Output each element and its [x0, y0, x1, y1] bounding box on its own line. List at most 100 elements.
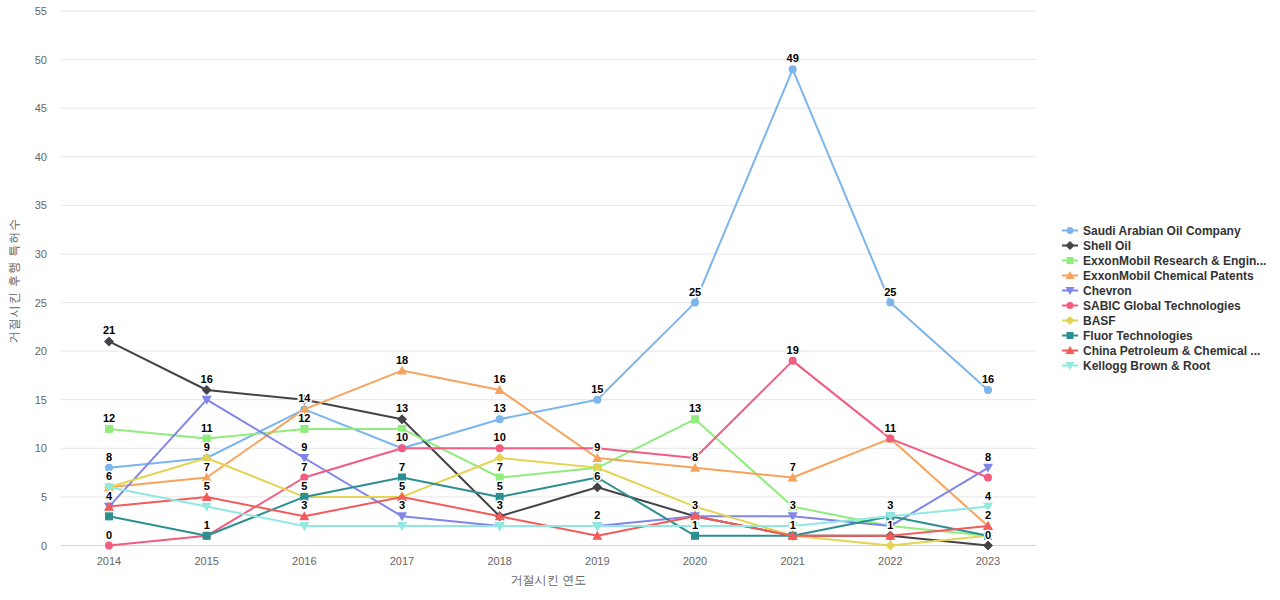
series-line-kellogg-brown-root — [109, 487, 988, 526]
legend-item-exxonmobil-research-engineering[interactable]: ExxonMobil Research & Engin... — [1062, 253, 1266, 268]
data-label-saudi-arabian-oil-company: 15 — [591, 383, 603, 395]
legend: Saudi Arabian Oil CompanyShell OilExxonM… — [1062, 223, 1266, 373]
data-point-marker — [789, 65, 797, 73]
y-tick-label: 0 — [41, 540, 47, 552]
data-label-chevron: 3 — [790, 499, 796, 511]
data-label-kellogg-brown-root: 4 — [985, 490, 992, 502]
data-label-exxonmobil-chemical-patents: 8 — [692, 451, 698, 463]
data-point-marker — [398, 444, 406, 452]
data-label-exxonmobil-research-engineering: 7 — [497, 461, 503, 473]
data-point-marker — [789, 357, 797, 365]
data-label-saudi-arabian-oil-company: 49 — [787, 52, 799, 64]
data-label-china-petroleum-chemical: 5 — [204, 480, 210, 492]
data-label-fluor-technologies: 5 — [497, 480, 503, 492]
x-tick-label: 2016 — [292, 555, 316, 567]
data-point-marker — [1067, 227, 1074, 234]
legend-label: BASF — [1083, 314, 1116, 328]
data-point-marker — [886, 299, 894, 307]
data-label-shell-oil: 6 — [594, 470, 600, 482]
series-exxonmobil-research-engineering — [105, 415, 992, 540]
legend-item-saudi-arabian-oil-company[interactable]: Saudi Arabian Oil Company — [1062, 223, 1266, 238]
data-label-exxonmobil-research-engineering: 12 — [298, 412, 310, 424]
data-label-shell-oil: 21 — [103, 324, 115, 336]
series-saudi-arabian-oil-company — [105, 65, 992, 471]
data-label-kellogg-brown-root: 2 — [594, 509, 600, 521]
legend-item-exxonmobil-chemical-patents[interactable]: ExxonMobil Chemical Patents — [1062, 268, 1266, 283]
data-label-shell-oil: 1 — [790, 519, 796, 531]
y-tick-label: 45 — [35, 102, 47, 114]
data-label-chevron: 4 — [106, 490, 113, 502]
data-label-fluor-technologies: 1 — [692, 519, 698, 531]
legend-label: Saudi Arabian Oil Company — [1083, 224, 1241, 238]
data-point-marker — [104, 336, 114, 346]
line-chart: 0510152025303540455055201420152016201720… — [0, 0, 1280, 600]
legend-item-china-petroleum-chemical[interactable]: China Petroleum & Chemical ... — [1062, 343, 1266, 358]
legend-item-chevron[interactable]: Chevron — [1062, 283, 1266, 298]
y-tick-label: 55 — [35, 5, 47, 17]
data-point-marker — [983, 541, 993, 551]
legend-label: Fluor Technologies — [1083, 329, 1193, 343]
y-tick-label: 5 — [41, 491, 47, 503]
data-point-marker — [592, 482, 602, 492]
series-china-petroleum-chemical — [104, 492, 993, 540]
series-line-exxonmobil-research-engineering — [109, 419, 988, 536]
data-label-saudi-arabian-oil-company: 14 — [298, 392, 311, 404]
data-label-saudi-arabian-oil-company: 10 — [396, 431, 408, 443]
data-label-exxonmobil-chemical-patents: 18 — [396, 354, 408, 366]
data-label-sabic-global-technologies: 11 — [884, 422, 896, 434]
x-tick-label: 2021 — [780, 555, 804, 567]
data-label-exxonmobil-chemical-patents: 7 — [204, 461, 210, 473]
legend-item-fluor-technologies[interactable]: Fluor Technologies — [1062, 328, 1266, 343]
y-tick-label: 30 — [35, 248, 47, 260]
data-point-marker — [496, 415, 504, 423]
data-label-shell-oil: 16 — [201, 373, 213, 385]
data-point-marker — [105, 512, 113, 520]
y-tick-label: 50 — [35, 54, 47, 66]
legend-label: Shell Oil — [1083, 239, 1131, 253]
data-label-shell-oil: 0 — [985, 529, 991, 541]
data-point-marker — [984, 386, 992, 394]
legend-marker-icon — [1062, 357, 1078, 375]
data-point-marker — [1066, 316, 1075, 325]
data-label-saudi-arabian-oil-company: 25 — [689, 286, 701, 298]
data-label-exxonmobil-chemical-patents: 2 — [985, 509, 991, 521]
x-axis-title: 거절시킨 연도 — [61, 572, 1036, 589]
data-label-sabic-global-technologies: 19 — [787, 344, 799, 356]
data-label-saudi-arabian-oil-company: 9 — [204, 441, 210, 453]
legend-label: ExxonMobil Research & Engin... — [1083, 254, 1266, 268]
data-point-marker — [984, 473, 992, 481]
data-point-marker — [203, 532, 211, 540]
data-point-marker — [105, 542, 113, 550]
data-point-marker — [300, 425, 308, 433]
data-label-exxonmobil-chemical-patents: 7 — [790, 461, 796, 473]
data-label-shell-oil: 3 — [497, 499, 503, 511]
x-tick-label: 2023 — [976, 555, 1000, 567]
data-label-china-petroleum-chemical: 3 — [301, 499, 307, 511]
x-tick-label: 2022 — [878, 555, 902, 567]
data-point-marker — [496, 444, 504, 452]
data-label-saudi-arabian-oil-company: 25 — [884, 286, 896, 298]
data-label-exxonmobil-research-engineering: 11 — [201, 422, 213, 434]
data-label-chevron: 8 — [985, 451, 991, 463]
data-label-chevron: 3 — [399, 499, 405, 511]
data-label-china-petroleum-chemical: 5 — [399, 480, 405, 492]
legend-item-shell-oil[interactable]: Shell Oil — [1062, 238, 1266, 253]
legend-label: ExxonMobil Chemical Patents — [1083, 269, 1254, 283]
data-label-exxonmobil-research-engineering: 13 — [689, 402, 701, 414]
data-label-exxonmobil-chemical-patents: 6 — [106, 470, 112, 482]
series-line-saudi-arabian-oil-company — [109, 69, 988, 468]
legend-item-kellogg-brown-root[interactable]: Kellogg Brown & Root — [1062, 358, 1266, 373]
y-tick-label: 35 — [35, 199, 47, 211]
x-tick-label: 2014 — [97, 555, 121, 567]
data-label-sabic-global-technologies: 1 — [204, 519, 210, 531]
legend-label: SABIC Global Technologies — [1083, 299, 1241, 313]
data-label-sabic-global-technologies: 7 — [301, 461, 307, 473]
data-label-chevron: 9 — [301, 441, 307, 453]
data-point-marker — [886, 435, 894, 443]
legend-item-sabic-global-technologies[interactable]: SABIC Global Technologies — [1062, 298, 1266, 313]
legend-label: China Petroleum & Chemical ... — [1083, 344, 1260, 358]
data-point-marker — [105, 425, 113, 433]
legend-item-basf[interactable]: BASF — [1062, 313, 1266, 328]
x-tick-label: 2020 — [683, 555, 707, 567]
data-label-basf: 5 — [301, 480, 307, 492]
